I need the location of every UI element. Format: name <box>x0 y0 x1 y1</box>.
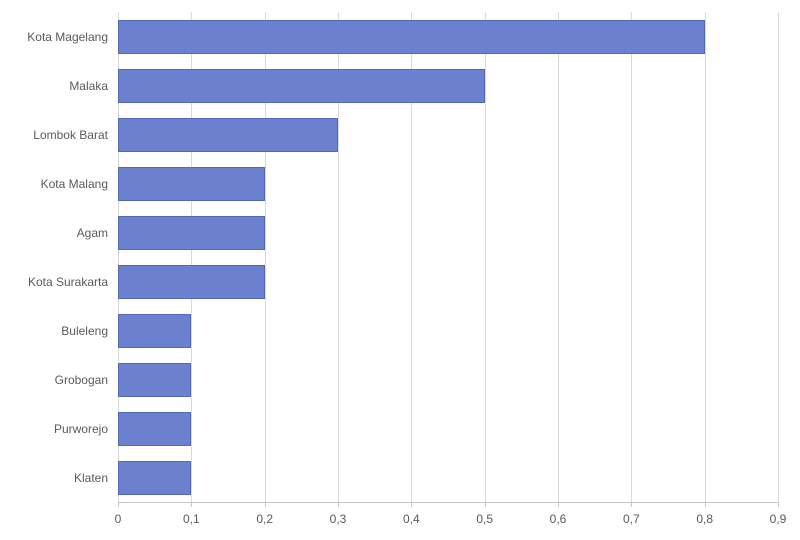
bar <box>118 412 191 446</box>
x-axis-label: 0,4 <box>403 512 420 526</box>
y-axis-label: Malaka <box>8 79 108 93</box>
gridline <box>631 12 632 502</box>
y-axis-label: Grobogan <box>8 373 108 387</box>
x-axis-label: 0,3 <box>330 512 347 526</box>
x-axis-label: 0,7 <box>623 512 640 526</box>
bar <box>118 265 265 299</box>
y-axis-label: Buleleng <box>8 324 108 338</box>
gridline <box>778 12 779 502</box>
bar <box>118 167 265 201</box>
bar <box>118 69 485 103</box>
y-axis-label: Agam <box>8 226 108 240</box>
bar-chart: 0 0,1 0,2 0,3 0,4 0,5 0,6 0,7 0,8 0,9 Kota Magelan… <box>0 0 800 540</box>
bar <box>118 363 191 397</box>
x-axis-label: 0 <box>115 512 122 526</box>
plot-area: 00,10,20,30,40,50,60,70,80,9Kota Magelan… <box>118 12 778 502</box>
gridline <box>705 12 706 502</box>
y-axis-label: Kota Magelang <box>8 30 108 44</box>
bar <box>118 216 265 250</box>
bar <box>118 118 338 152</box>
x-axis-label: 0,6 <box>550 512 567 526</box>
x-axis-label: 0,8 <box>696 512 713 526</box>
y-axis-label: Kota Surakarta <box>8 275 108 289</box>
bar <box>118 314 191 348</box>
bar <box>118 20 705 54</box>
x-axis-label: 0,2 <box>256 512 273 526</box>
y-axis-label: Purworejo <box>8 422 108 436</box>
x-axis-label: 0,9 <box>770 512 787 526</box>
x-axis-line <box>118 502 778 503</box>
bar <box>118 461 191 495</box>
y-axis-label: Lombok Barat <box>8 128 108 142</box>
x-axis-label: 0,1 <box>183 512 200 526</box>
x-tick <box>778 502 779 507</box>
y-axis-label: Kota Malang <box>8 177 108 191</box>
gridline <box>558 12 559 502</box>
y-axis-label: Klaten <box>8 471 108 485</box>
gridline <box>485 12 486 502</box>
x-axis-label: 0,5 <box>476 512 493 526</box>
